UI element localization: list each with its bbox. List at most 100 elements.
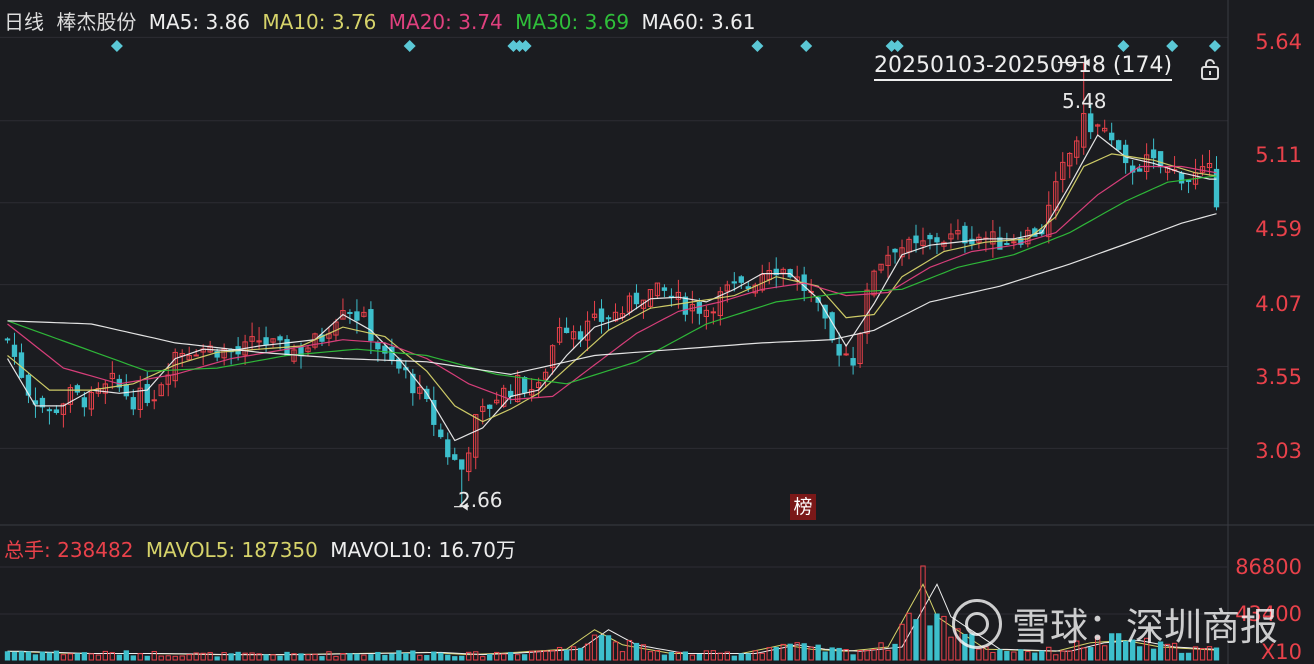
max-price-label: 5.48: [1062, 89, 1107, 113]
event-markers[interactable]: [110, 40, 1221, 52]
candle: [305, 345, 311, 357]
candle-body: [46, 409, 53, 412]
volume-bar: [11, 651, 18, 661]
volume-bar: [382, 654, 388, 661]
volume-bar: [200, 652, 206, 661]
volume-bars[interactable]: [4, 565, 1220, 661]
candle: [1074, 136, 1080, 165]
volume-bar: [598, 635, 605, 661]
volume-bar: [1060, 650, 1066, 661]
volume-bar: [116, 654, 122, 661]
volume-bar: [892, 643, 898, 661]
candle-body: [710, 311, 716, 314]
candle-body: [123, 384, 129, 397]
volume-bar: [480, 656, 486, 661]
volume-bar: [186, 654, 192, 661]
volume-bar: [577, 647, 584, 661]
volume-bar: [102, 650, 108, 661]
candle-body: [1067, 152, 1073, 167]
volume-bar: [179, 655, 185, 661]
volume-bar: [1039, 650, 1045, 661]
volume-bar: [920, 565, 926, 661]
candle: [158, 382, 164, 397]
candle-body: [1088, 113, 1094, 133]
volume-bar: [284, 651, 290, 661]
volume-bar: [410, 650, 416, 661]
candle: [1136, 163, 1143, 172]
candle: [1185, 180, 1192, 194]
candle: [738, 275, 744, 289]
candle: [591, 300, 598, 321]
volume-bar: [445, 654, 451, 661]
event-marker: [1166, 40, 1179, 52]
candle-body: [431, 399, 437, 425]
candle-body: [305, 347, 311, 353]
candle-body: [675, 291, 682, 300]
volume-bar: [822, 651, 828, 661]
ranking-badge[interactable]: 榜: [790, 494, 816, 520]
volume-bar: [368, 654, 374, 661]
candle: [829, 311, 835, 343]
volume-bar: [193, 652, 199, 661]
candle: [81, 391, 88, 417]
candle-body: [738, 276, 744, 283]
candle: [74, 383, 81, 396]
candle: [1081, 62, 1087, 155]
volume-bar: [347, 653, 353, 661]
candle-body: [885, 254, 891, 266]
volume-bar: [312, 653, 318, 661]
candle: [577, 325, 584, 347]
candle: [270, 338, 276, 348]
candle-body: [186, 355, 192, 361]
volume-bar: [1025, 651, 1031, 661]
lock-icon[interactable]: [1200, 58, 1220, 80]
candle-body: [815, 297, 821, 303]
candle-body: [633, 292, 640, 305]
volume-bar: [1053, 654, 1059, 661]
candle-body: [878, 263, 884, 271]
mavol10-line: [7, 583, 1217, 656]
candle-body: [1018, 237, 1024, 245]
volume-bar: [67, 653, 74, 661]
candle: [1199, 154, 1206, 176]
candle: [354, 299, 360, 334]
volume-bar: [340, 653, 346, 661]
volume-bar: [214, 656, 220, 661]
volume-bar: [242, 652, 248, 661]
volume-bar: [682, 651, 689, 661]
volume-bar: [675, 651, 682, 661]
volume-bar: [417, 654, 423, 661]
candle: [899, 239, 905, 266]
volume-bar: [717, 652, 723, 661]
candle: [1116, 139, 1122, 151]
volume-bar: [1129, 639, 1136, 661]
candle: [654, 282, 661, 299]
candle-body: [172, 351, 178, 382]
volume-bar: [1178, 652, 1185, 661]
candle-body: [88, 392, 95, 410]
price-tick-label: 3.55: [1255, 365, 1302, 389]
volume-bar: [1067, 650, 1073, 661]
volume-legend: 总手: 238482 MAVOL5: 187350 MAVOL10: 16.70…: [4, 534, 522, 563]
volume-bar: [1032, 652, 1038, 661]
volume-bar: [298, 653, 304, 661]
candle-body: [53, 409, 60, 414]
volume-bar: [144, 655, 150, 661]
candle-body: [542, 371, 549, 380]
volume-bar: [354, 653, 360, 661]
candle: [431, 386, 437, 436]
candle: [249, 322, 255, 351]
date-range-label[interactable]: 20250103-20250918 (174): [874, 53, 1173, 81]
candle: [326, 327, 332, 347]
candle-body: [1178, 172, 1185, 184]
candle: [487, 404, 493, 418]
candle: [284, 335, 290, 356]
candle-body: [466, 452, 472, 473]
candle-body: [584, 320, 591, 341]
volume-bar: [1122, 640, 1129, 661]
watermark-text: 雪球：深圳商报: [1012, 605, 1279, 649]
event-marker: [403, 40, 416, 52]
volume-bar: [473, 651, 479, 661]
